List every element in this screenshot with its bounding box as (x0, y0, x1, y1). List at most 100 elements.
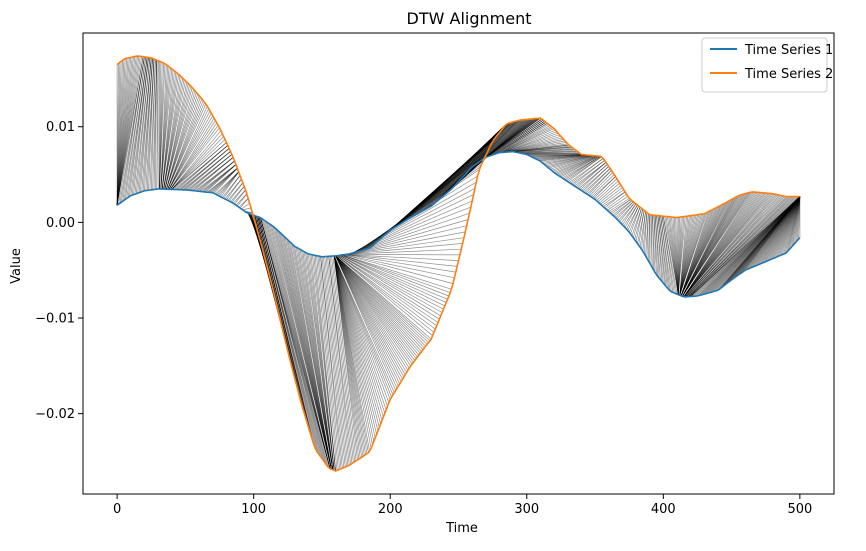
alignment-line (577, 162, 607, 189)
alignment-line (528, 154, 583, 156)
alignment-line (224, 178, 242, 200)
alignment-line (116, 56, 144, 206)
alignment-line (582, 166, 609, 192)
alignment-line (333, 255, 380, 428)
alignment-line (682, 192, 750, 297)
alignment-line (706, 196, 801, 294)
alignment-line (753, 196, 801, 267)
alignment-line (164, 86, 192, 190)
alignment-line (335, 255, 417, 359)
alignment-line (503, 134, 560, 153)
alignment-line (485, 119, 544, 158)
alignment-line (222, 175, 241, 198)
alignment-line (333, 255, 366, 455)
alignment-line (544, 155, 591, 165)
alignment-line (694, 196, 801, 297)
alignment-line (152, 60, 158, 190)
alignment-line (719, 196, 801, 290)
alignment-line (683, 191, 753, 298)
alignment-line (414, 122, 510, 216)
alignment-line (632, 208, 642, 238)
alignment-line (766, 196, 801, 262)
alignment-line (335, 255, 413, 365)
x-tick-label: 100 (241, 502, 266, 517)
alignment-line (133, 57, 149, 195)
alignment-line (328, 256, 351, 465)
alignment-line (167, 100, 204, 190)
alignment-line (333, 255, 384, 417)
alignment-line (409, 123, 508, 219)
alignment-line (612, 200, 633, 216)
alignment-line (165, 93, 199, 190)
alignment-line (541, 154, 590, 163)
alignment-line (679, 215, 694, 296)
alignment-line (683, 192, 765, 298)
alignment-line (280, 233, 332, 470)
alignment-line (487, 119, 544, 158)
alignment-line (155, 60, 158, 190)
alignment-line (762, 196, 801, 263)
alignment-line (335, 255, 414, 363)
alignment-line (335, 255, 411, 366)
alignment-line (345, 254, 459, 261)
alignment-line (495, 122, 547, 155)
alignment-line (677, 216, 686, 295)
alignment-line (144, 58, 153, 191)
alignment-line (667, 216, 679, 295)
alignment-line (680, 200, 730, 296)
alignment-line (237, 193, 248, 207)
alignment-line (478, 117, 541, 163)
alignment-line (506, 142, 567, 153)
alignment-line (208, 167, 238, 193)
alignment-line (150, 59, 156, 190)
alignment-line (682, 192, 751, 297)
alignment-line (116, 56, 134, 206)
alignment-line (723, 196, 801, 287)
alignment-line (219, 171, 239, 197)
alignment-line (327, 256, 350, 466)
alignment-line (226, 178, 242, 200)
x-tick-label: 0 (113, 502, 121, 517)
alignment-line (455, 118, 530, 185)
alignment-line (377, 139, 495, 242)
alignment-line (332, 255, 357, 461)
alignment-line (116, 57, 129, 206)
alignment-line (689, 196, 794, 297)
alignment-line (585, 168, 611, 194)
alignment-line (346, 248, 462, 255)
alignment-line (129, 57, 148, 197)
alignment-line (351, 194, 474, 254)
alignment-line (347, 231, 466, 255)
alignment-line (683, 192, 760, 298)
alignment-line (364, 152, 488, 250)
alignment-line (758, 196, 801, 265)
alignment-line (258, 217, 317, 452)
alignment-line (665, 216, 679, 295)
alignment-line (328, 256, 353, 464)
alignment-line (272, 226, 332, 470)
alignment-line (186, 154, 233, 191)
alignment-line (783, 196, 801, 255)
alignment-line (335, 255, 432, 340)
alignment-line (589, 172, 614, 197)
alignment-line (683, 192, 761, 298)
alignment-line (751, 196, 801, 268)
alignment-line (339, 254, 444, 310)
alignment-line (302, 250, 334, 470)
y-axis-ticks: 0.01 0.00 −0.01 −0.02 (35, 120, 83, 422)
alignment-line (204, 164, 237, 193)
alignment-line (747, 196, 801, 270)
alignment-line (170, 117, 215, 190)
alignment-line (287, 239, 332, 470)
alignment-line (116, 55, 138, 206)
alignment-line (777, 196, 801, 257)
alignment-line (164, 87, 193, 190)
alignment-line (170, 127, 220, 190)
alignment-line (141, 58, 153, 192)
alignment-line (691, 196, 801, 297)
alignment-line (643, 212, 648, 254)
alignment-line (333, 255, 382, 424)
alignment-line (257, 216, 311, 432)
alignment-line (679, 214, 700, 296)
alignment-line (174, 145, 228, 190)
